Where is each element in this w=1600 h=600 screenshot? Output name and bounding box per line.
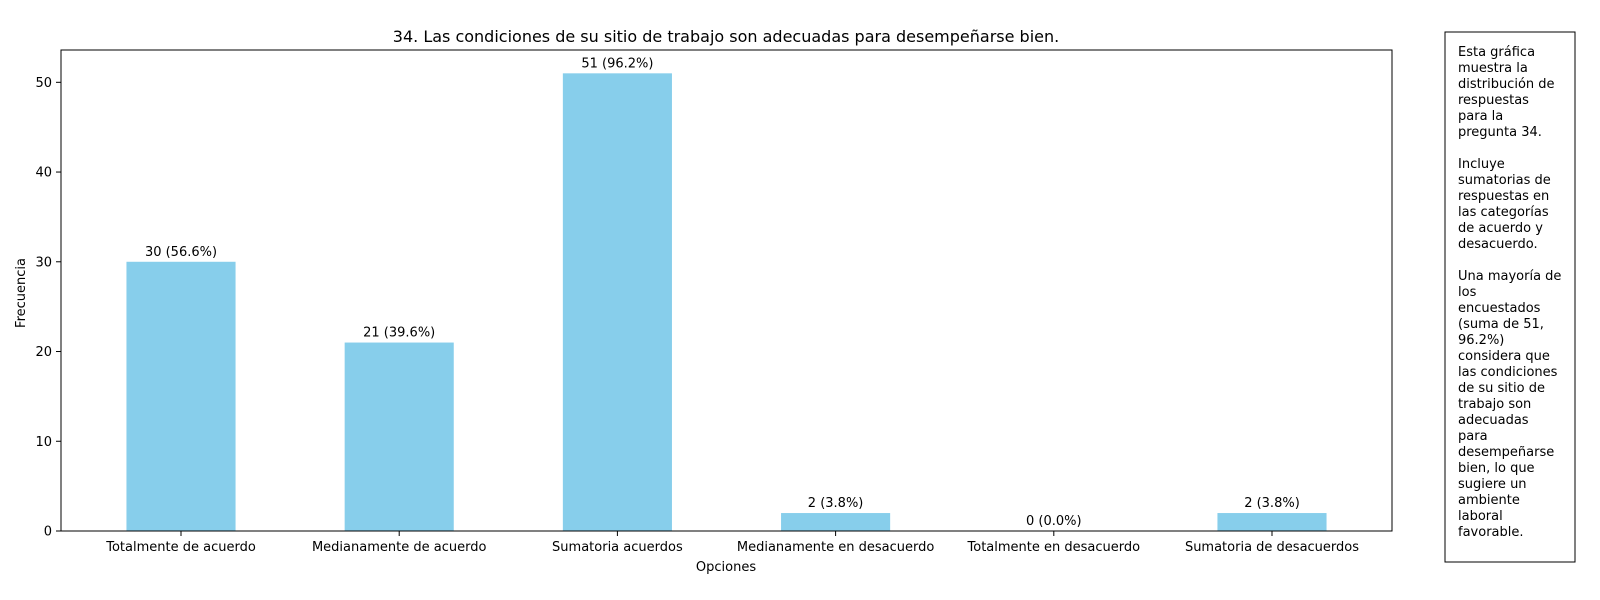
y-tick-label-1: 10	[35, 435, 52, 450]
y-tick-label-2: 20	[35, 345, 52, 360]
data-label-4: 0 (0.0%)	[1026, 514, 1082, 529]
side-note-line-20: las condiciones	[1458, 365, 1558, 380]
side-note-line-9: respuestas en	[1458, 189, 1549, 204]
bar-1	[344, 342, 454, 531]
side-note-line-3: respuestas	[1458, 93, 1529, 108]
side-note-line-12: desacuerdo.	[1458, 237, 1538, 252]
side-note-border	[1444, 31, 1576, 563]
bar-5	[1217, 513, 1327, 531]
side-note-line-25: desempeñarse	[1458, 445, 1554, 460]
side-note-line-14: Una mayoría de	[1458, 269, 1561, 284]
y-tick-label-5: 50	[35, 76, 52, 91]
bar-3	[781, 513, 891, 531]
side-note-line-27: sugiere un	[1458, 477, 1527, 492]
side-note-line-22: trabajo son	[1458, 397, 1531, 412]
side-note-line-23: adecuadas	[1458, 413, 1529, 428]
y-tick-label-0: 0	[44, 525, 52, 540]
side-note-line-0: Esta gráfica	[1458, 45, 1535, 60]
x-tick-label-0: Totalmente de acuerdo	[105, 540, 256, 555]
side-note-line-29: laboral	[1458, 509, 1503, 524]
axes-frame	[60, 49, 1393, 532]
data-label-5: 2 (3.8%)	[1244, 496, 1300, 511]
side-note-line-28: ambiente	[1458, 493, 1520, 508]
side-note-line-17: (suma de 51,	[1458, 317, 1544, 332]
bar-0	[126, 261, 236, 531]
chart-title: 34. Las condiciones de su sitio de traba…	[393, 27, 1059, 46]
x-tick-label-2: Sumatoria acuerdos	[552, 540, 683, 555]
data-label-3: 2 (3.8%)	[808, 496, 864, 511]
side-note-line-24: para	[1458, 429, 1488, 444]
side-note-line-18: 96.2%)	[1458, 333, 1504, 348]
side-note-line-5: pregunta 34.	[1458, 125, 1542, 140]
side-note-line-1: muestra la	[1458, 61, 1528, 76]
x-axis-label: Opciones	[696, 560, 756, 575]
side-note-line-19: considera que	[1458, 349, 1550, 364]
side-note-line-15: los	[1458, 285, 1477, 300]
side-note-line-4: para la	[1458, 109, 1503, 124]
x-tick-label-5: Sumatoria de desacuerdos	[1185, 540, 1359, 555]
data-label-1: 21 (39.6%)	[363, 326, 435, 341]
side-note-line-7: Incluye	[1458, 157, 1505, 172]
x-tick-label-3: Medianamente en desacuerdo	[737, 540, 934, 555]
data-label-2: 51 (96.2%)	[581, 56, 653, 71]
side-note-line-8: sumatorias de	[1458, 173, 1551, 188]
side-note-line-26: bien, lo que	[1458, 461, 1535, 476]
side-note-line-10: las categorías	[1458, 205, 1549, 220]
y-axis-label: Frecuencia	[14, 258, 29, 328]
side-note-line-16: encuestados	[1458, 301, 1541, 316]
data-label-0: 30 (56.6%)	[145, 245, 217, 260]
y-tick-label-4: 40	[35, 166, 52, 181]
side-note-line-2: distribución de	[1458, 77, 1555, 92]
plot-area: 30 (56.6%) Totalmente de acuerdo 21 (39.6%…	[35, 49, 1393, 555]
y-tick-label-3: 30	[35, 255, 52, 270]
side-note-line-30: favorable.	[1458, 525, 1524, 540]
x-tick-label-4: Totalmente en desacuerdo	[967, 540, 1141, 555]
side-note-line-11: de acuerdo y	[1458, 221, 1543, 236]
bar-2	[562, 73, 672, 531]
side-note-line-21: de su sitio de	[1458, 381, 1545, 396]
x-tick-label-1: Medianamente de acuerdo	[312, 540, 486, 555]
